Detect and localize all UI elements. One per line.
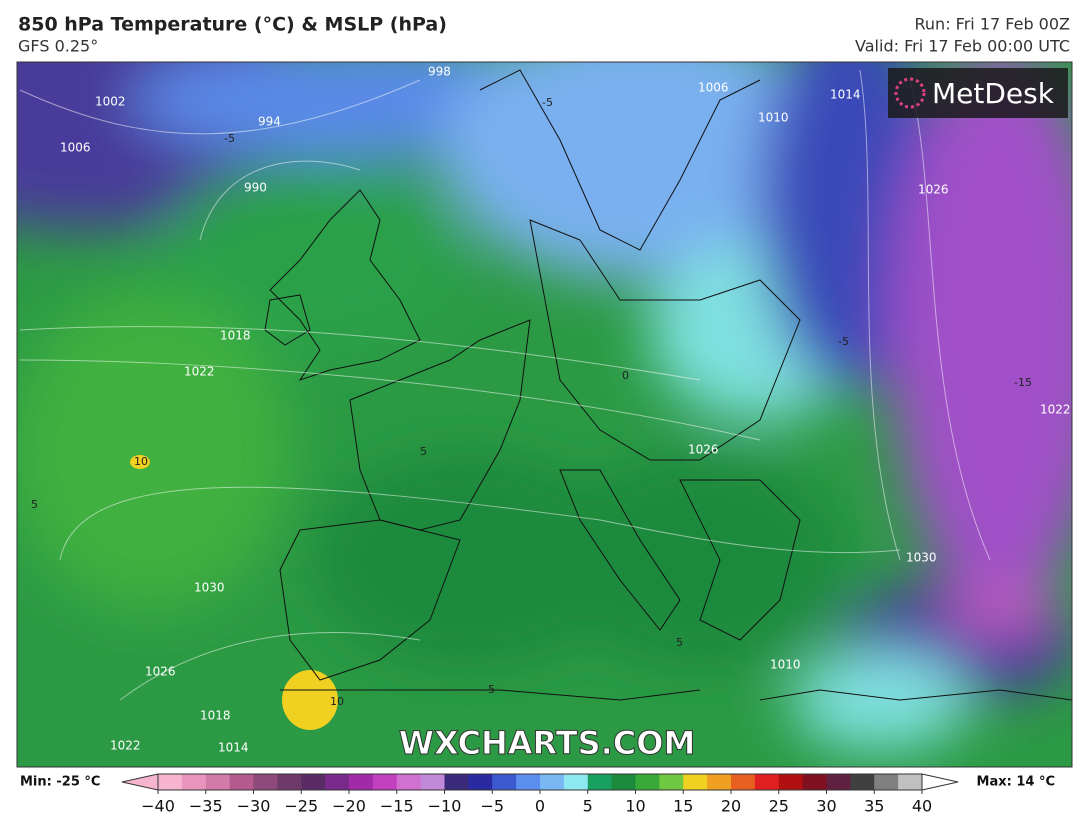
logo: MetDesk — [932, 77, 1055, 110]
colorbar-tick-label: −20 — [332, 797, 366, 816]
colorbar-swatch — [898, 774, 923, 790]
isobar-label: 998 — [428, 65, 451, 79]
colorbar-swatch — [850, 774, 875, 790]
colorbar-swatch — [349, 774, 374, 790]
colorbar-swatch — [802, 774, 827, 790]
logo-box — [888, 68, 1068, 118]
temperature-label: 5 — [420, 445, 427, 458]
colorbar-swatch — [683, 774, 708, 790]
temperature-label: -5 — [224, 132, 235, 145]
colorbar-tick-label: 30 — [816, 797, 836, 816]
colorbar-tick-label: −40 — [141, 797, 175, 816]
colorbar-tick-label: 15 — [673, 797, 693, 816]
isobar-label: 990 — [244, 181, 267, 195]
isobar-label: 1022 — [184, 365, 215, 379]
colorbar-swatch — [563, 774, 589, 790]
colorbar-tick-label: −35 — [189, 797, 223, 816]
isobar-label: 1010 — [770, 658, 801, 672]
colorbar-swatch — [205, 774, 231, 790]
temperature-label: 0 — [622, 369, 629, 382]
temperature-label: -5 — [542, 96, 553, 109]
colorbar-tick-label: 0 — [535, 797, 545, 816]
watermark: WXCHARTS.COM — [399, 724, 696, 762]
isobar-label: 1022 — [110, 739, 141, 753]
colorbar: −40 −35 −30 −25 −20 −15 −10 −5 0 5 10 15 20 25 30 35 40 — [121, 773, 959, 816]
colorbar-swatch — [277, 774, 302, 790]
colorbar-swatch — [778, 774, 804, 790]
isobar-label: 1018 — [220, 329, 251, 343]
colorbar-tick-label: 20 — [721, 797, 741, 816]
colorbar-swatch — [181, 774, 207, 790]
colorbar-tick-label: 10 — [625, 797, 645, 816]
isobar-label: 1030 — [906, 551, 937, 565]
colorbar-swatch — [229, 774, 254, 790]
run-time: Run: Fri 17 Feb 00Z — [915, 15, 1071, 34]
valid-time: Valid: Fri 17 Feb 00:00 UTC — [855, 37, 1070, 56]
colorbar-swatch — [707, 774, 732, 790]
isobar-label: 1022 — [1040, 403, 1071, 417]
isobar-label: 1018 — [200, 709, 231, 723]
isobar-label: 1006 — [698, 81, 729, 95]
colorbar-swatch — [420, 774, 445, 790]
colorbar-end — [921, 773, 959, 791]
colorbar-swatch — [731, 774, 756, 790]
colorbar-swatch — [611, 774, 636, 790]
colorbar-tick-label: −30 — [237, 797, 271, 816]
isobar-label: 1030 — [194, 581, 225, 595]
colorbar-swatch — [754, 774, 780, 790]
colorbar-swatch — [444, 774, 469, 790]
isobar-label: 1026 — [145, 665, 176, 679]
temperature-label: 10 — [330, 695, 344, 708]
map-frame — [16, 61, 1073, 768]
colorbar-tick-label: 25 — [769, 797, 789, 816]
colorbar-swatch — [659, 774, 684, 790]
legend-min: Min: -25 °C — [20, 775, 100, 790]
temperature-label: -15 — [1014, 376, 1032, 389]
colorbar-swatch — [325, 774, 350, 790]
logo-icon — [894, 77, 926, 109]
isobar-label: 1014 — [218, 741, 249, 755]
colorbar-swatch — [301, 774, 326, 790]
colorbar-tick-label: −5 — [480, 797, 504, 816]
colorbar-tick-label: 40 — [912, 797, 932, 816]
colorbar-swatch — [516, 774, 541, 790]
colorbar-end — [121, 773, 159, 791]
subtitle: GFS 0.25° — [18, 37, 98, 56]
colorbar-swatch — [874, 774, 899, 790]
temperature-label: 5 — [488, 683, 495, 696]
title: 850 hPa Temperature (°C) & MSLP (hPa) — [18, 14, 447, 36]
temperature-label: 10 — [134, 455, 148, 468]
colorbar-swatch — [540, 774, 565, 790]
colorbar-swatch — [587, 774, 613, 790]
isobar-label: 1026 — [688, 443, 719, 457]
temperature-label: -5 — [838, 335, 849, 348]
isobar-label: 1006 — [60, 141, 91, 155]
legend-max: Max: 14 °C — [977, 775, 1055, 790]
colorbar-swatch — [396, 774, 422, 790]
isobar-label: 1014 — [830, 88, 861, 102]
colorbar-swatch — [826, 774, 851, 790]
colorbar-swatch — [253, 774, 278, 790]
isobar-label: 1002 — [95, 95, 126, 109]
isobar-label: 1010 — [758, 111, 789, 125]
colorbar-tick-label: −10 — [428, 797, 462, 816]
colorbar-swatch — [158, 774, 183, 790]
colorbar-tick-label: 5 — [583, 797, 593, 816]
colorbar-swatch — [372, 774, 398, 790]
colorbar-tick-label: −15 — [380, 797, 414, 816]
map: 1002 1006 994 998 990 1018 1022 1030 102… — [17, 62, 1072, 767]
colorbar-tick-label: 35 — [864, 797, 884, 816]
isobar-label: 1026 — [918, 183, 949, 197]
colorbar-swatch — [635, 774, 660, 790]
temperature-label: 5 — [31, 498, 38, 511]
colorbar-swatch — [468, 774, 493, 790]
colorbar-tick-label: −25 — [284, 797, 318, 816]
colorbar-swatch — [492, 774, 517, 790]
temperature-label: 5 — [676, 636, 683, 649]
isobar-label: 994 — [258, 115, 281, 129]
